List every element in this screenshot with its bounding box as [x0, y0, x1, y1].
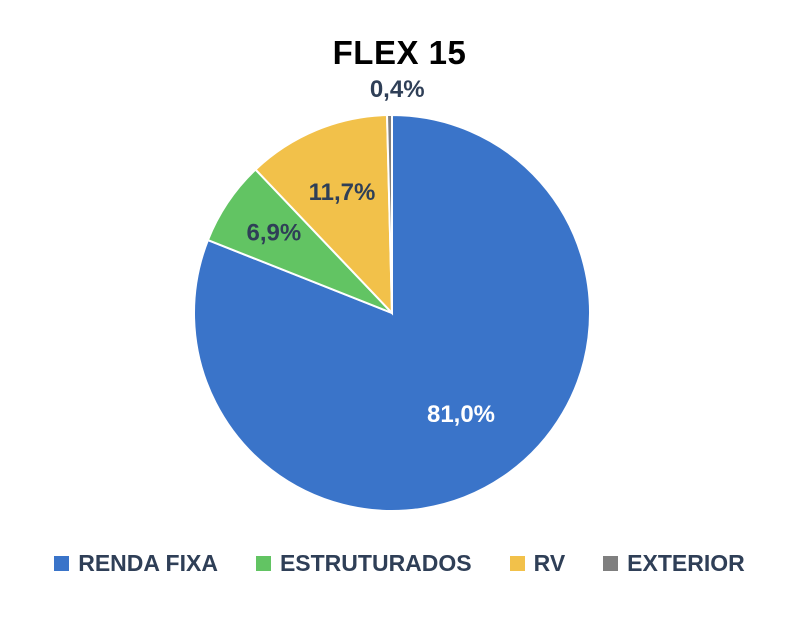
legend-item-renda-fixa: RENDA FIXA	[54, 550, 218, 577]
legend-label: ESTRUTURADOS	[280, 550, 472, 577]
legend-label: EXTERIOR	[627, 550, 745, 577]
legend-item-estruturados: ESTRUTURADOS	[256, 550, 472, 577]
slice-label-renda-fixa: 81,0%	[427, 401, 495, 428]
slice-label-exterior: 0,4%	[370, 76, 425, 103]
pie-slices	[194, 115, 590, 511]
legend-swatch	[510, 556, 525, 571]
legend-swatch	[54, 556, 69, 571]
legend-item-exterior: EXTERIOR	[603, 550, 745, 577]
legend-item-rv: RV	[510, 550, 566, 577]
legend: RENDA FIXA ESTRUTURADOS RV EXTERIOR	[0, 550, 799, 577]
legend-swatch	[256, 556, 271, 571]
slice-label-rv: 11,7%	[309, 179, 376, 206]
legend-swatch	[603, 556, 618, 571]
legend-label: RV	[534, 550, 566, 577]
slice-label-estruturados: 6,9%	[246, 220, 301, 247]
legend-label: RENDA FIXA	[78, 550, 218, 577]
